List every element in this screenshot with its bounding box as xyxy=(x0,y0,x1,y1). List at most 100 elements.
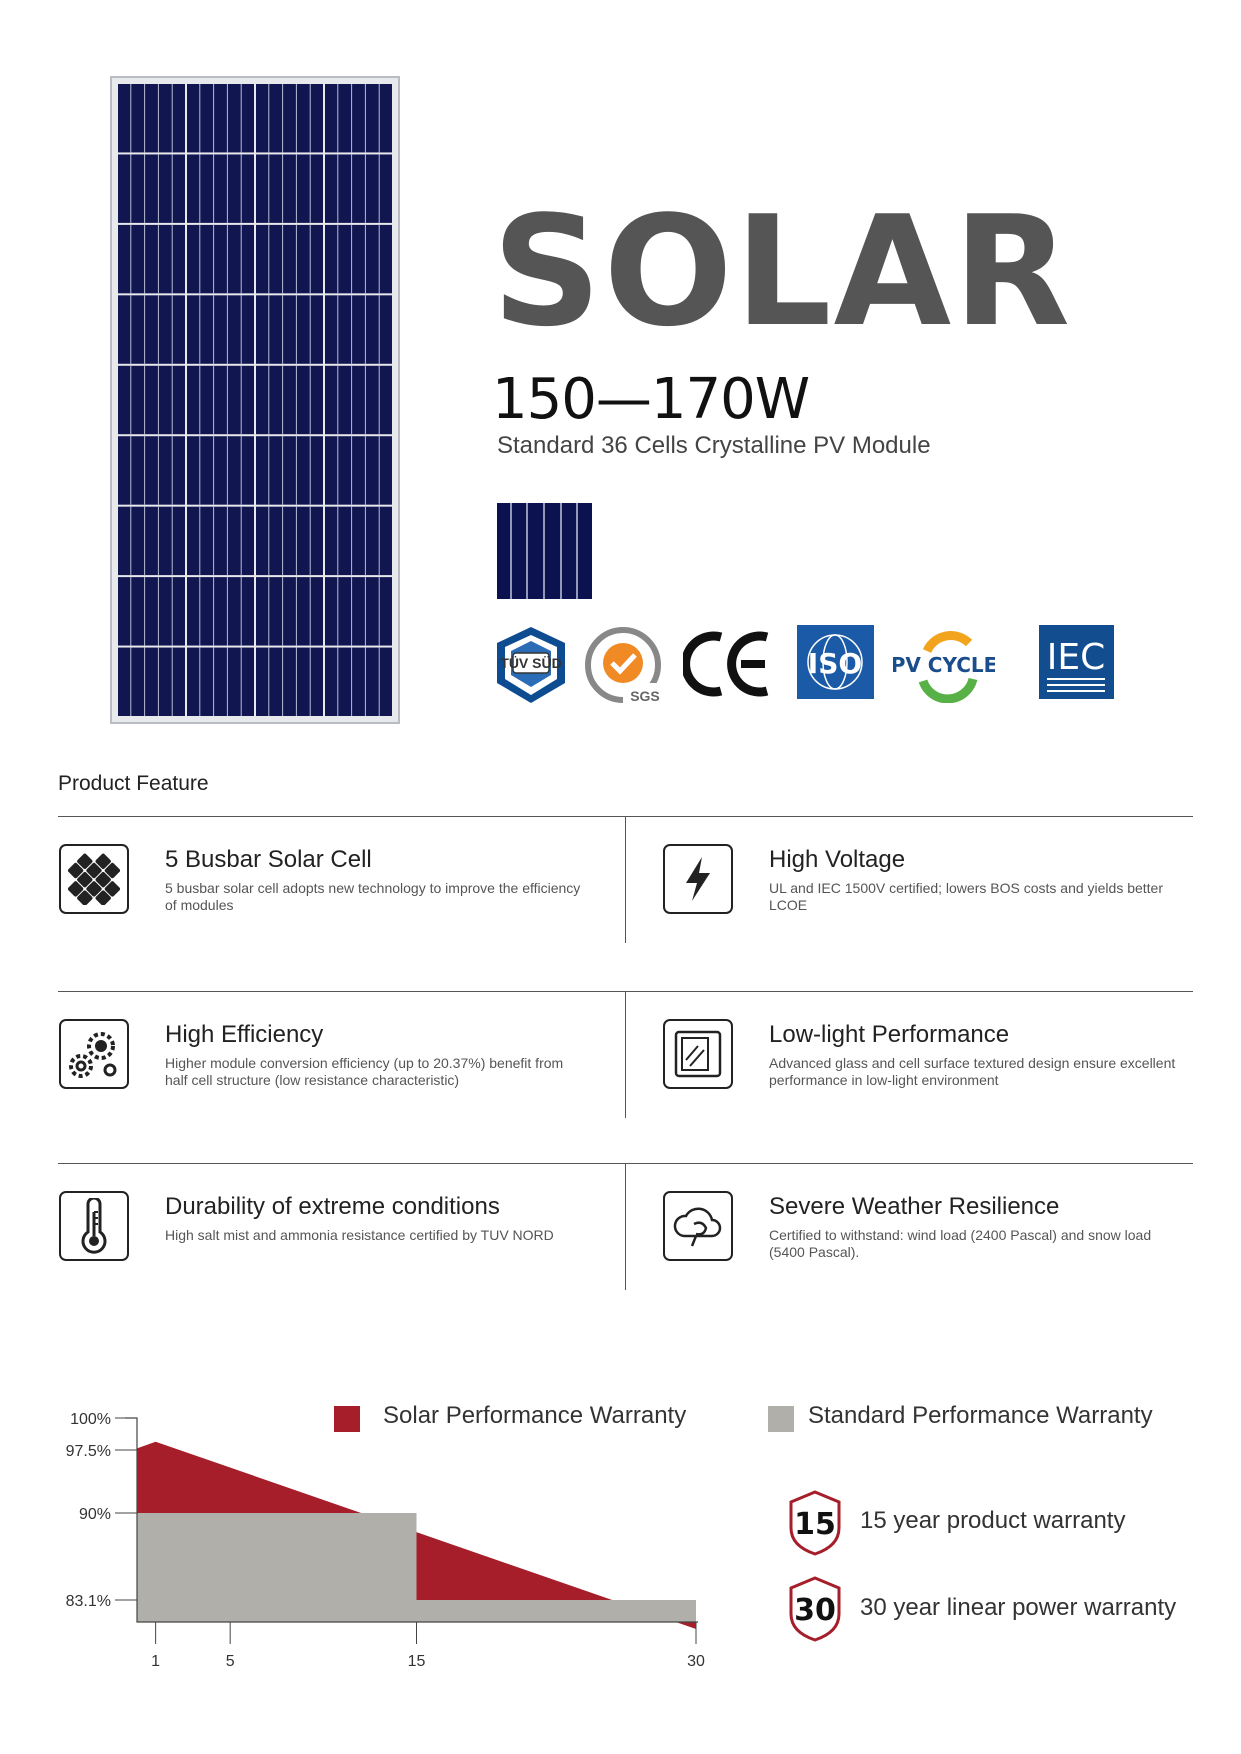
sgs-label: SGS xyxy=(630,688,660,704)
feature-item: High Efficiency Higher module conversion… xyxy=(59,1019,599,1119)
feature-item: Low-light Performance Advanced glass and… xyxy=(663,1019,1203,1119)
panel-cell xyxy=(118,577,185,646)
warranty-badge-label: 30 year linear power warranty xyxy=(860,1594,1177,1621)
divider xyxy=(625,992,626,1118)
iec-icon: IEC xyxy=(1039,625,1114,699)
legend-swatch-solar xyxy=(334,1406,360,1432)
panel-cell xyxy=(187,436,254,505)
feature-item: Severe Weather Resilience Certified to w… xyxy=(663,1191,1203,1291)
x-tick-label: 15 xyxy=(408,1653,426,1670)
panel-cell xyxy=(187,154,254,223)
series-standard-area xyxy=(137,1513,696,1622)
feature-description: Certified to withstand: wind load (2400 … xyxy=(769,1227,1152,1260)
legend-swatch-standard xyxy=(768,1406,794,1432)
panel-cell xyxy=(325,224,392,294)
storm-cloud-icon xyxy=(663,1191,733,1261)
divider xyxy=(625,1164,626,1290)
panel-cell xyxy=(256,436,323,505)
panel-cell xyxy=(118,506,185,576)
pv-cycle-label: PV CYCLE xyxy=(893,653,995,677)
solar-panel-image xyxy=(110,76,400,724)
warranty-badge-15: 15 xyxy=(787,1490,843,1561)
panel-cell xyxy=(256,365,323,435)
feature-title: 5 Busbar Solar Cell xyxy=(165,846,372,873)
y-tick-label: 83.1% xyxy=(66,1593,111,1610)
panel-cell xyxy=(325,84,392,153)
feature-title: Severe Weather Resilience xyxy=(769,1193,1060,1220)
divider xyxy=(58,991,1193,992)
panel-cell xyxy=(256,577,323,646)
feature-description: 5 busbar solar cell adopts new technolog… xyxy=(165,880,581,913)
panel-cell xyxy=(118,295,185,364)
gears-icon xyxy=(59,1019,129,1089)
panel-cell xyxy=(187,506,254,576)
feature-title: High Voltage xyxy=(769,846,906,873)
panel-cell xyxy=(325,365,392,435)
badge-number: 15 xyxy=(794,1507,836,1542)
thermometer-icon xyxy=(59,1191,129,1261)
feature-title: High Efficiency xyxy=(165,1021,324,1048)
panel-cell xyxy=(187,224,254,294)
warranty-badge-label: 15 year product warranty xyxy=(860,1507,1126,1534)
panel-cell xyxy=(325,577,392,646)
feature-description: Higher module conversion efficiency (up … xyxy=(165,1055,564,1088)
power-range: 150—170W xyxy=(492,367,810,432)
panel-cell xyxy=(187,365,254,435)
busbar-cell-icon xyxy=(59,844,129,914)
feature-item: 5 Busbar Solar Cell 5 busbar solar cell … xyxy=(59,844,599,944)
panel-cell xyxy=(118,365,185,435)
panel-cell xyxy=(325,436,392,505)
panel-cell xyxy=(256,506,323,576)
sgs-qualicert-icon: SGS xyxy=(583,625,663,705)
glass-panel-icon xyxy=(663,1019,733,1089)
panel-cell xyxy=(256,224,323,294)
ce-mark-icon xyxy=(681,625,775,699)
panel-cell xyxy=(187,295,254,364)
warranty-chart: 100% 97.5% 90% 83.1% 1 5 15 30 xyxy=(40,1395,740,1690)
divider xyxy=(58,1163,1193,1164)
divider xyxy=(58,816,1193,817)
iso-label: ISO xyxy=(808,647,862,680)
product-title: SOLAR xyxy=(492,183,1073,360)
feature-section-heading: Product Feature xyxy=(58,772,209,795)
solar-cell-image xyxy=(497,503,592,604)
panel-cell xyxy=(325,154,392,223)
feature-description: UL and IEC 1500V certified; lowers BOS c… xyxy=(769,880,1164,913)
panel-cell xyxy=(118,84,185,153)
panel-cell xyxy=(118,154,185,223)
tuv-sud-icon: TÜV SÜD xyxy=(491,625,571,703)
product-subtitle: Standard 36 Cells Crystalline PV Module xyxy=(497,432,931,459)
iso-icon: ISO xyxy=(797,625,874,699)
legend-label-solar: Solar Performance Warranty xyxy=(383,1402,687,1429)
x-tick-label: 5 xyxy=(226,1653,235,1670)
feature-description: High salt mist and ammonia resistance ce… xyxy=(165,1227,554,1243)
pv-cycle-icon: PV CYCLE xyxy=(891,625,997,704)
panel-cell xyxy=(325,647,392,716)
panel-cell xyxy=(325,295,392,364)
panel-cell xyxy=(187,577,254,646)
panel-cell xyxy=(256,295,323,364)
lightning-icon xyxy=(663,844,733,914)
panel-cell xyxy=(118,436,185,505)
badge-number: 30 xyxy=(794,1593,836,1628)
tuv-label: TÜV SÜD xyxy=(500,655,561,671)
x-tick-label: 1 xyxy=(151,1653,160,1670)
panel-cell xyxy=(256,647,323,716)
panel-cell xyxy=(256,154,323,223)
panel-cell xyxy=(118,224,185,294)
feature-title: Durability of extreme conditions xyxy=(165,1193,500,1220)
y-tick-label: 97.5% xyxy=(66,1443,111,1460)
divider xyxy=(625,817,626,943)
feature-description: Advanced glass and cell surface textured… xyxy=(769,1055,1176,1088)
warranty-badge-30: 30 xyxy=(787,1576,843,1647)
panel-cell xyxy=(187,84,254,153)
feature-item: Durability of extreme conditions High sa… xyxy=(59,1191,599,1291)
feature-item: High Voltage UL and IEC 1500V certified;… xyxy=(663,844,1203,944)
panel-cell xyxy=(118,647,185,716)
feature-title: Low-light Performance xyxy=(769,1021,1010,1048)
x-tick-label: 30 xyxy=(687,1653,705,1670)
y-tick-label: 90% xyxy=(79,1506,111,1523)
legend-label-standard: Standard Performance Warranty xyxy=(808,1402,1153,1429)
panel-cell xyxy=(325,506,392,576)
iec-label: IEC xyxy=(1047,637,1106,678)
